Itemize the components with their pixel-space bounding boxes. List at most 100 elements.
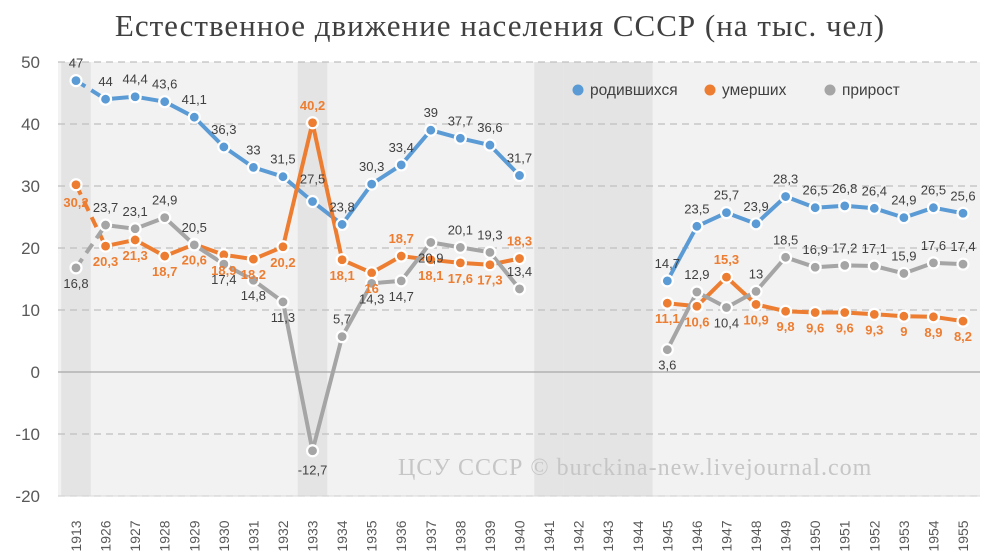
data-label: 9,6: [836, 320, 854, 335]
data-point: [749, 217, 763, 231]
data-label: 3,6: [658, 358, 676, 373]
data-point: [246, 160, 260, 174]
x-tick-label: 1932: [275, 520, 291, 551]
data-label: 30,3: [359, 159, 384, 174]
y-tick-label: -20: [15, 487, 40, 506]
x-tick-label: 1928: [157, 520, 173, 551]
data-label: 18,7: [389, 231, 414, 246]
x-tick-label: 1946: [689, 520, 705, 551]
data-point: [158, 95, 172, 109]
data-point: [867, 259, 881, 273]
data-label: 14,7: [655, 256, 680, 271]
data-point: [483, 245, 497, 259]
data-point: [128, 233, 142, 247]
data-point: [749, 284, 763, 298]
data-label: 14,8: [241, 288, 266, 303]
data-point: [394, 249, 408, 263]
data-label: 26,4: [862, 183, 887, 198]
y-tick-label: 30: [21, 177, 40, 196]
x-tick-label: 1930: [216, 520, 232, 551]
legend-marker: [704, 84, 716, 96]
data-point: [956, 257, 970, 271]
data-label: 17,1: [862, 241, 887, 256]
data-label: 23,8: [329, 199, 354, 214]
data-label: 14,3: [359, 291, 384, 306]
data-label: 17,4: [950, 239, 975, 254]
x-tick-label: 1934: [334, 520, 350, 551]
x-tick-label: 1954: [925, 520, 941, 551]
data-label: 17,6: [448, 271, 473, 286]
data-label: 27,5: [300, 172, 325, 187]
data-point: [276, 170, 290, 184]
data-label: 24,9: [152, 193, 177, 208]
series-connector-1: [74, 183, 108, 248]
data-label: 43,6: [152, 77, 177, 92]
data-point: [365, 266, 379, 280]
data-point: [394, 158, 408, 172]
data-label: 9,8: [777, 319, 795, 334]
gridlines: [58, 61, 980, 497]
data-label: 20,9: [418, 250, 443, 265]
data-point: [187, 110, 201, 124]
x-tick-label: 1927: [127, 520, 143, 551]
x-tick-label: 1940: [512, 520, 528, 551]
data-label: 23,1: [122, 204, 147, 219]
data-label: 41,1: [182, 92, 207, 107]
data-point: [98, 92, 113, 106]
data-label: 18,9: [211, 263, 236, 278]
data-point: [128, 222, 142, 236]
data-label: 20,6: [182, 252, 207, 267]
y-tick-label: 20: [21, 239, 40, 258]
y-tick-label: -10: [15, 425, 40, 444]
data-point: [453, 240, 467, 254]
watermark-text: ЦСУ СССР © burckina-new.livejournal.com: [398, 455, 872, 481]
x-tick-label: 1944: [630, 520, 646, 551]
data-label: 39: [424, 105, 438, 120]
data-label: 13: [749, 266, 763, 281]
x-tick-label: 1931: [245, 520, 261, 551]
shaded-band-1943: [593, 62, 623, 496]
data-point: [778, 304, 793, 318]
data-point: [424, 253, 438, 267]
data-point: [926, 310, 941, 324]
x-tick-label: 1945: [659, 520, 675, 551]
data-point: [453, 131, 467, 145]
data-label: 13,4: [507, 264, 532, 279]
shaded-bands: [58, 62, 980, 496]
data-point: [778, 189, 793, 204]
data-label: 24,9: [891, 193, 916, 208]
legend-label: умерших: [722, 82, 787, 99]
data-point: [187, 238, 201, 252]
x-tick-label: 1913: [68, 520, 84, 551]
data-label: 18,2: [241, 267, 266, 282]
data-label: 18,3: [507, 234, 532, 249]
x-tick-label: 1941: [541, 520, 557, 551]
data-point: [365, 177, 379, 191]
y-tick-label: 40: [21, 115, 40, 134]
data-label: 14,7: [389, 289, 414, 304]
shaded-band-1941: [534, 62, 564, 496]
data-label: 36,3: [211, 122, 236, 137]
data-label: 15,9: [891, 248, 916, 263]
data-label: 26,8: [832, 181, 857, 196]
data-point: [838, 199, 852, 213]
data-point: [335, 253, 349, 267]
data-label: 25,6: [950, 188, 975, 203]
data-point: [69, 261, 83, 275]
data-point: [424, 235, 438, 250]
data-label: 28,3: [773, 172, 798, 187]
data-point: [660, 274, 674, 288]
x-tick-label: 1955: [955, 520, 971, 551]
data-label: -12,7: [298, 463, 328, 478]
data-point: [897, 266, 911, 281]
y-tick-label: 10: [21, 301, 40, 320]
shaded-band-1933: [297, 62, 328, 496]
data-label: 26,5: [803, 183, 828, 198]
x-tick-label: 1929: [186, 520, 202, 551]
data-point: [305, 116, 320, 130]
data-label: 19,3: [477, 227, 502, 242]
data-point: [956, 206, 970, 220]
shaded-band-1913: [61, 62, 91, 496]
data-point: [867, 307, 881, 321]
x-tick-label: 1953: [896, 520, 912, 551]
